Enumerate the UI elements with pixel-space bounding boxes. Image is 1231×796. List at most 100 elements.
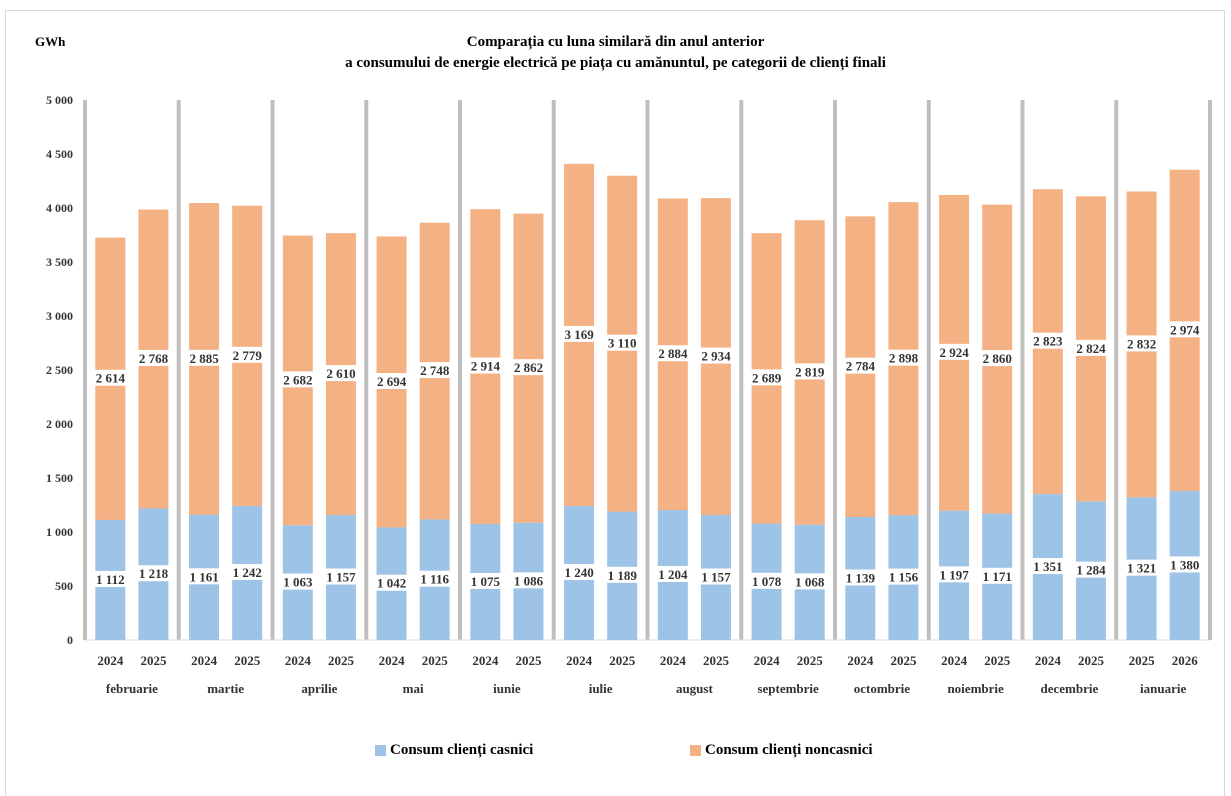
data-label-bg (184, 349, 224, 366)
data-label-bg (653, 565, 693, 582)
data-label-bg (934, 566, 974, 583)
x-tick-label-year: 2025 (1078, 653, 1105, 668)
data-label: 1 197 (939, 567, 969, 582)
data-label: 1 112 (96, 572, 125, 587)
data-label: 1 204 (658, 567, 688, 582)
y-tick-label: 500 (55, 579, 73, 593)
data-label-bg (415, 362, 455, 379)
x-group-label: iulie (589, 681, 613, 696)
data-label: 2 832 (1127, 336, 1156, 351)
data-label: 2 689 (752, 370, 782, 385)
data-label-bg (977, 350, 1017, 367)
data-label: 2 779 (233, 348, 263, 363)
data-label: 1 157 (701, 570, 731, 585)
x-group-label: octombrie (854, 681, 911, 696)
data-label-bg (747, 369, 787, 386)
y-tick-label: 1 000 (46, 525, 73, 539)
data-label: 3 110 (608, 336, 637, 351)
x-tick-label-year: 2024 (941, 653, 968, 668)
data-label: 2 924 (939, 345, 969, 360)
data-label-bg (559, 564, 599, 581)
data-label-bg (840, 569, 880, 586)
data-label-bg (790, 363, 830, 380)
data-label-bg (747, 572, 787, 589)
data-label: 1 157 (326, 570, 356, 585)
data-label: 2 898 (889, 351, 919, 366)
data-label: 2 884 (658, 346, 688, 361)
data-label-bg (321, 568, 361, 585)
data-label: 1 075 (471, 574, 501, 589)
data-label-bg (184, 568, 224, 585)
y-tick-label: 1 500 (46, 471, 73, 485)
x-tick-label-year: 2024 (472, 653, 499, 668)
y-tick-label: 2 500 (46, 363, 73, 377)
data-label: 1 156 (889, 570, 919, 585)
y-tick-label: 2 000 (46, 417, 73, 431)
data-label: 1 380 (1170, 557, 1199, 572)
y-tick-label: 3 500 (46, 255, 73, 269)
data-label-bg (133, 349, 173, 366)
data-label: 2 784 (846, 359, 876, 374)
data-label-bg (372, 372, 412, 389)
data-label: 2 885 (189, 351, 219, 366)
data-label-bg (508, 359, 548, 376)
data-label: 1 161 (189, 569, 218, 584)
x-tick-label-year: 2026 (1172, 653, 1199, 668)
x-tick-label-year: 2024 (379, 653, 406, 668)
data-label-bg (602, 566, 642, 583)
x-tick-label-year: 2024 (847, 653, 874, 668)
data-label: 1 068 (795, 574, 825, 589)
x-tick-label-year: 2025 (703, 653, 730, 668)
data-label: 2 819 (795, 364, 825, 379)
x-tick-label-year: 2025 (890, 653, 917, 668)
data-label-bg (559, 325, 599, 342)
x-tick-label-year: 2025 (140, 653, 167, 668)
x-tick-label-year: 2024 (191, 653, 218, 668)
y-tick-label: 4 500 (46, 147, 73, 161)
x-tick-label-year: 2024 (1035, 653, 1062, 668)
data-label-bg (465, 357, 505, 374)
legend-item-casnici: Consum clienți casnici (375, 742, 533, 759)
y-tick-label: 3 000 (46, 309, 73, 323)
data-label-bg (1165, 556, 1205, 573)
data-label: 2 682 (283, 372, 312, 387)
x-tick-label-year: 2025 (797, 653, 824, 668)
data-label-bg (934, 343, 974, 360)
data-label: 1 218 (139, 566, 169, 581)
data-label-bg (321, 365, 361, 382)
data-label: 2 610 (326, 366, 355, 381)
data-label: 2 934 (701, 349, 731, 364)
y-tick-label: 5 000 (46, 93, 73, 107)
x-tick-label-year: 2025 (1129, 653, 1156, 668)
data-label: 2 914 (471, 359, 501, 374)
legend-item-noncasnici: Consum clienți noncasnici (690, 742, 873, 759)
data-label: 1 086 (514, 573, 544, 588)
data-label-bg (1071, 339, 1111, 356)
data-label-bg (696, 347, 736, 364)
x-group-label: august (676, 681, 714, 696)
data-label-bg (415, 570, 455, 587)
chart-frame (5, 10, 1225, 796)
data-label: 1 042 (377, 576, 406, 591)
data-label: 1 284 (1076, 563, 1106, 578)
data-label: 1 078 (752, 574, 782, 589)
x-tick-label-year: 2024 (97, 653, 124, 668)
data-label: 1 351 (1033, 559, 1062, 574)
x-group-label: septembrie (757, 681, 819, 696)
x-group-label: ianuarie (1140, 681, 1186, 696)
data-label-bg (133, 565, 173, 582)
data-label-bg (278, 371, 318, 388)
data-label-bg (1165, 321, 1205, 338)
data-label-bg (883, 568, 923, 585)
data-label-bg (653, 345, 693, 362)
data-label-bg (90, 369, 130, 386)
data-label-bg (602, 334, 642, 351)
data-label: 3 169 (564, 327, 594, 342)
data-label-bg (227, 563, 267, 580)
chart-title: Comparația cu luna similară din anul ant… (466, 34, 765, 50)
x-tick-label-year: 2025 (234, 653, 261, 668)
data-label-bg (372, 574, 412, 591)
data-label: 2 862 (514, 360, 543, 375)
data-label-bg (1028, 332, 1068, 349)
